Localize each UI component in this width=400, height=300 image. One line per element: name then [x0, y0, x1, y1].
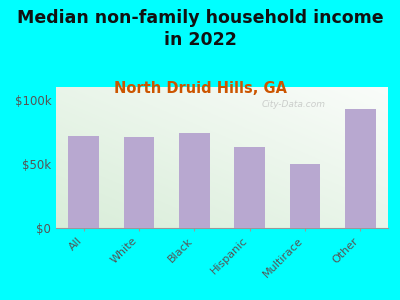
Text: Median non-family household income
in 2022: Median non-family household income in 20…: [17, 9, 383, 49]
Bar: [68, 136, 99, 228]
Text: North Druid Hills, GA: North Druid Hills, GA: [114, 81, 286, 96]
Bar: [179, 133, 210, 228]
Bar: [345, 109, 376, 228]
Bar: [234, 147, 265, 228]
Text: City-Data.com: City-Data.com: [262, 100, 326, 109]
Bar: [124, 137, 154, 228]
Bar: [290, 164, 320, 228]
